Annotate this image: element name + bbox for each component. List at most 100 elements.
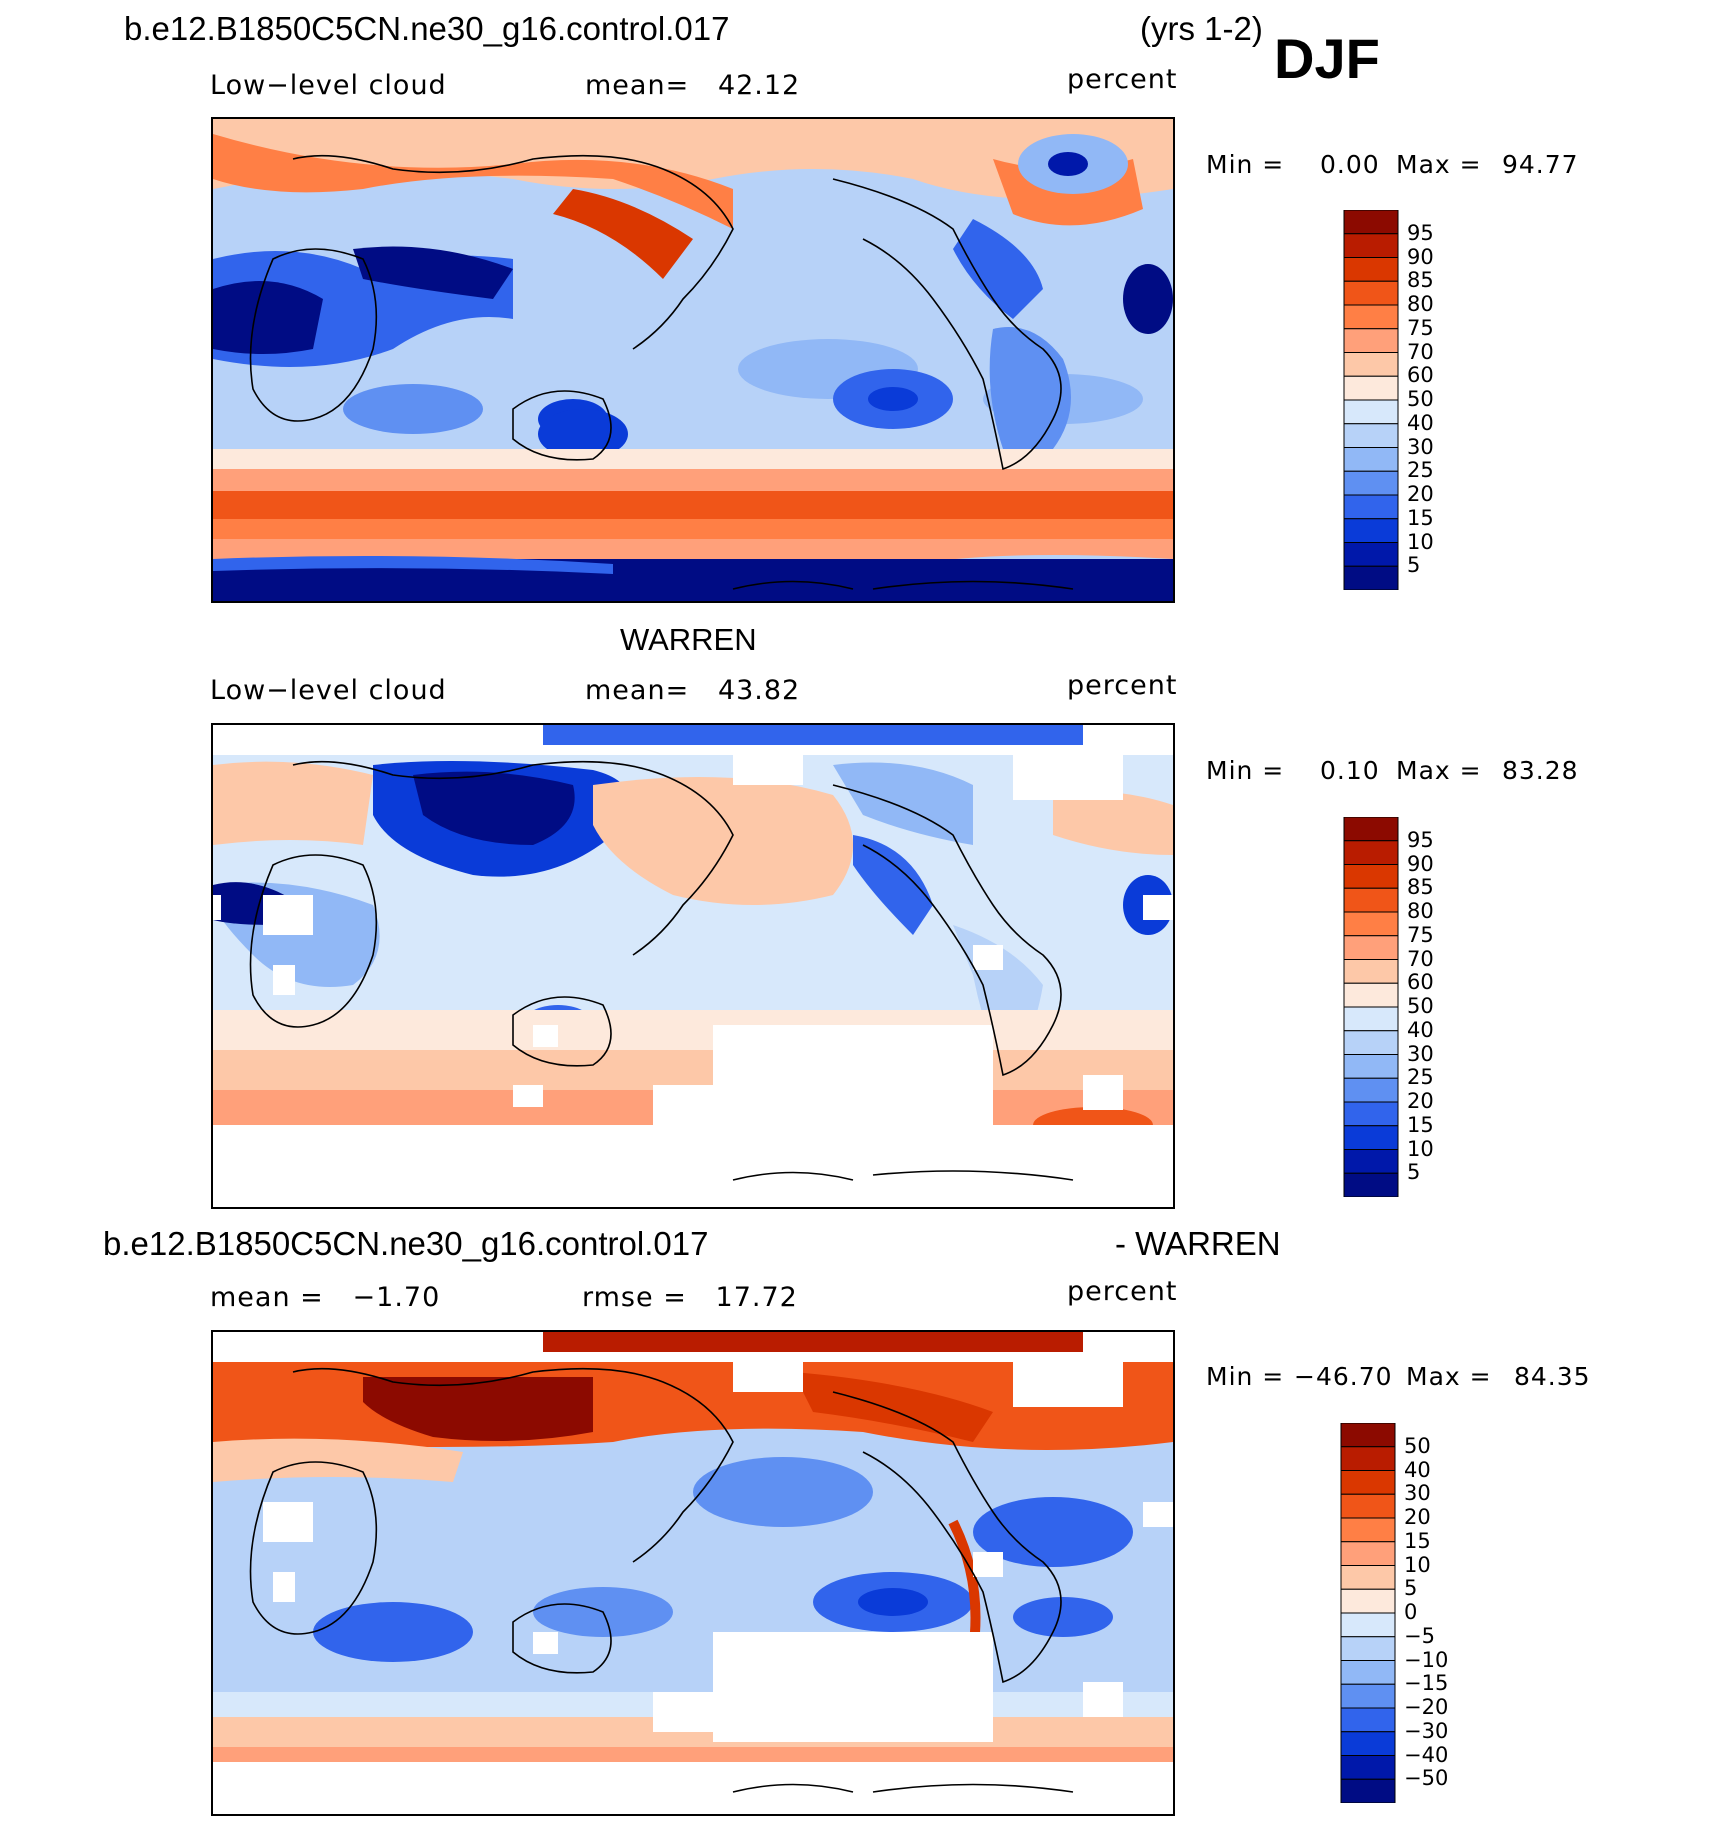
panel3-units-label: percent [1067, 1276, 1178, 1307]
panel3-colorbar-swatches [1340, 1422, 1396, 1804]
panel1-variable-label: Low−level cloud [210, 70, 447, 101]
panel3-map [211, 1330, 1175, 1816]
panel2-title: WARREN [620, 622, 757, 657]
panel2-max-label: Max = [1396, 756, 1482, 785]
colorbar-swatch [1343, 328, 1399, 353]
panel2-min-value: 0.10 [1320, 756, 1380, 785]
colorbar-swatch [1340, 1707, 1396, 1733]
panel1-units-label: percent [1067, 64, 1178, 95]
colorbar-swatch [1343, 447, 1399, 472]
colorbar-tick-label: 20 [1407, 1089, 1434, 1113]
panel1-colorbar [1343, 209, 1399, 591]
panel2-colorbar-swatches [1343, 816, 1399, 1198]
colorbar-tick-label: 20 [1404, 1505, 1431, 1529]
panel3-map-field [213, 1332, 1173, 1814]
panel1-map [211, 117, 1175, 603]
colorbar-tick-label: −50 [1404, 1766, 1449, 1791]
colorbar-tick-label: 15 [1404, 1528, 1431, 1553]
colorbar-swatch [1343, 470, 1399, 496]
colorbar-swatch [1343, 280, 1399, 306]
colorbar-tick-label: 0 [1404, 1600, 1418, 1624]
colorbar-tick-label: 50 [1404, 1433, 1431, 1458]
panel3-colorbar [1340, 1422, 1396, 1804]
case-name-title: b.e12.B1850C5CN.ne30_g16.control.017 [124, 10, 730, 47]
colorbar-tick-label: 5 [1407, 1160, 1421, 1185]
colorbar-tick-label: 80 [1407, 292, 1434, 316]
colorbar-tick-label: 40 [1404, 1457, 1431, 1482]
panel2-mean-label: mean= 43.82 [585, 675, 801, 706]
colorbar-swatch [1343, 1125, 1399, 1150]
colorbar-tick-label: 75 [1407, 315, 1434, 340]
colorbar-swatch [1340, 1636, 1396, 1661]
colorbar-swatch [1343, 399, 1399, 425]
colorbar-swatch [1340, 1755, 1396, 1780]
colorbar-tick-label: 25 [1407, 1065, 1434, 1090]
colorbar-swatch [1340, 1493, 1396, 1519]
colorbar-tick-label: 90 [1407, 851, 1434, 876]
colorbar-tick-label: 70 [1407, 339, 1434, 364]
panel1-min-value: 0.00 [1320, 150, 1380, 179]
colorbar-swatch [1343, 257, 1399, 282]
colorbar-tick-label: 85 [1407, 268, 1434, 293]
colorbar-tick-label: −30 [1404, 1718, 1449, 1743]
colorbar-tick-label: 80 [1407, 899, 1434, 923]
colorbar-swatch [1343, 209, 1399, 235]
colorbar-tick-label: 10 [1404, 1552, 1431, 1577]
colorbar-tick-label: 50 [1407, 994, 1434, 1018]
colorbar-swatch [1340, 1683, 1396, 1709]
colorbar-tick-label: 20 [1407, 482, 1434, 506]
colorbar-swatch [1343, 1101, 1399, 1127]
colorbar-swatch [1340, 1517, 1396, 1543]
colorbar-tick-label: 5 [1407, 553, 1421, 578]
colorbar-tick-label: 10 [1407, 529, 1434, 554]
colorbar-tick-label: 15 [1407, 1112, 1434, 1137]
panel3-min-value: −46.70 [1294, 1362, 1393, 1391]
colorbar-tick-label: −40 [1404, 1742, 1449, 1767]
panel3-max-value: 84.35 [1514, 1362, 1591, 1391]
colorbar-swatch [1343, 982, 1399, 1008]
colorbar-tick-label: 95 [1407, 220, 1434, 245]
colorbar-tick-label: 50 [1407, 387, 1434, 411]
colorbar-tick-label: 40 [1407, 410, 1434, 435]
colorbar-swatch [1343, 375, 1399, 401]
years-label: (yrs 1-2) [1140, 10, 1263, 47]
panel2-units-label: percent [1067, 670, 1178, 701]
colorbar-swatch [1343, 887, 1399, 913]
panel2-colorbar [1343, 816, 1399, 1198]
colorbar-tick-label: 60 [1407, 970, 1434, 995]
panel1-min-label: Min = [1206, 150, 1285, 179]
colorbar-tick-label: −15 [1404, 1671, 1449, 1696]
colorbar-swatch [1343, 233, 1399, 258]
colorbar-swatch [1343, 816, 1399, 842]
colorbar-swatch [1343, 494, 1399, 520]
colorbar-tick-label: −20 [1404, 1695, 1449, 1719]
colorbar-swatch [1343, 1077, 1399, 1103]
colorbar-swatch [1340, 1541, 1396, 1566]
colorbar-swatch [1343, 1006, 1399, 1032]
colorbar-swatch [1343, 518, 1399, 543]
colorbar-swatch [1343, 352, 1399, 377]
colorbar-swatch [1343, 864, 1399, 889]
panel1-mean-label: mean= 42.12 [585, 70, 801, 101]
colorbar-swatch [1343, 304, 1399, 330]
colorbar-swatch [1343, 959, 1399, 984]
colorbar-swatch [1343, 542, 1399, 567]
colorbar-tick-label: 95 [1407, 827, 1434, 852]
panel1-max-label: Max = [1396, 150, 1482, 179]
panel3-max-label: Max = [1406, 1362, 1492, 1391]
colorbar-swatch [1343, 1054, 1399, 1079]
colorbar-tick-label: 75 [1407, 922, 1434, 947]
colorbar-tick-label: 30 [1407, 434, 1434, 459]
colorbar-swatch [1343, 1149, 1399, 1174]
colorbar-tick-label: −5 [1404, 1623, 1435, 1648]
colorbar-swatch [1340, 1470, 1396, 1495]
colorbar-tick-label: 70 [1407, 946, 1434, 971]
colorbar-tick-label: 90 [1407, 244, 1434, 269]
panel3-title-left: b.e12.B1850C5CN.ne30_g16.control.017 [103, 1225, 709, 1262]
colorbar-swatch [1343, 1172, 1399, 1198]
colorbar-tick-label: 85 [1407, 875, 1434, 900]
colorbar-swatch [1340, 1565, 1396, 1590]
colorbar-swatch [1340, 1446, 1396, 1471]
panel3-title-right: - WARREN [1115, 1225, 1281, 1262]
colorbar-swatch [1340, 1731, 1396, 1756]
